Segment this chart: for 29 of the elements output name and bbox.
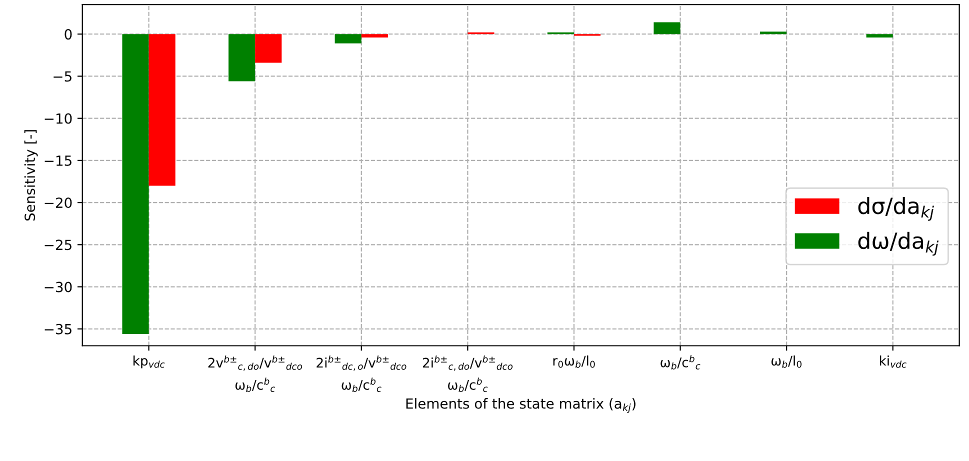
bar bbox=[361, 34, 388, 38]
bar bbox=[228, 34, 256, 82]
category-label: 2i$^{b±}$$_{c,do}$/v$^{b±}$$_{dco}$ ω$_{b}$/c$^{b}$$_{c}$ bbox=[422, 355, 513, 392]
y-tick-label: −25 bbox=[44, 240, 72, 250]
legend-label: dω/da$_{kj}$ bbox=[858, 232, 939, 256]
y-tick-label: 0 bbox=[64, 29, 72, 40]
x-tick-label: kp$_{vdc}$ bbox=[134, 355, 165, 368]
x-tick-label: ki$_{vdc}$ bbox=[880, 355, 906, 368]
y-tick-label: −10 bbox=[44, 113, 72, 124]
bar bbox=[760, 32, 787, 34]
x-axis-title: Elements of the state matrix (a$_{kj}$) bbox=[406, 398, 636, 413]
y-tick-label: −5 bbox=[54, 71, 72, 82]
y-tick-label: −30 bbox=[44, 282, 72, 292]
category-label: 2v$^{b±}$$_{c,do}$/v$^{b±}$$_{dco}$ ω$_{b}$/c$^{b}$$_{c}$ bbox=[208, 355, 302, 392]
bar bbox=[866, 34, 893, 38]
bar bbox=[654, 22, 680, 34]
x-tick-label: r$_{0}$ω$_{b}$/l$_{0}$ bbox=[553, 355, 595, 368]
x-tick-label: ω$_{b}$/c$^{b}$$_{c}$ bbox=[660, 355, 700, 370]
y-tick-label: −15 bbox=[44, 156, 72, 166]
bar bbox=[148, 34, 176, 186]
legend-label: dσ/da$_{kj}$ bbox=[858, 197, 934, 221]
bar bbox=[122, 34, 149, 334]
y-tick-label: −20 bbox=[44, 198, 72, 208]
category-label: 2i$^{b±}$$_{dc,o}$/v$^{b±}$$_{dco}$ ω$_{b}$/c$^{b}$$_{c}$ bbox=[316, 355, 406, 392]
y-tick-label: −35 bbox=[44, 324, 72, 334]
y-axis-title: Sensitivity [-] bbox=[24, 130, 38, 221]
x-tick-label: ω$_{b}$/l$_{0}$ bbox=[771, 355, 802, 368]
bar bbox=[334, 34, 362, 44]
bar bbox=[255, 34, 282, 63]
